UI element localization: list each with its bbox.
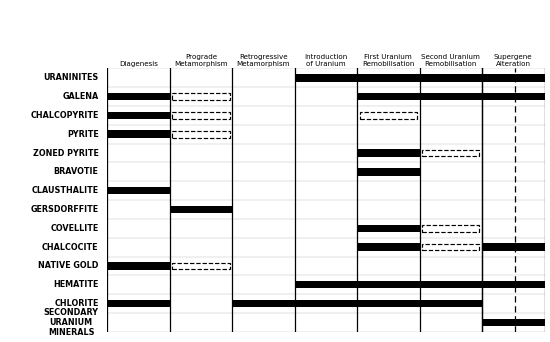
- Bar: [357, 243, 420, 251]
- Text: HEMATITE: HEMATITE: [53, 280, 98, 289]
- Text: First Uranium
Remobilisation: First Uranium Remobilisation: [362, 54, 415, 67]
- Bar: [172, 131, 229, 137]
- Bar: [422, 225, 480, 232]
- Text: URANINITES: URANINITES: [43, 73, 98, 82]
- Bar: [107, 130, 170, 138]
- Text: CHALCOPYRITE: CHALCOPYRITE: [30, 111, 98, 120]
- Bar: [482, 243, 544, 251]
- Bar: [107, 300, 170, 307]
- Bar: [107, 93, 170, 101]
- Text: NATIVE GOLD: NATIVE GOLD: [38, 261, 98, 271]
- Text: PYRITE: PYRITE: [67, 130, 98, 139]
- Bar: [360, 112, 417, 119]
- Bar: [295, 74, 544, 81]
- Bar: [172, 112, 229, 119]
- Bar: [107, 187, 170, 194]
- Bar: [357, 93, 544, 101]
- Bar: [172, 263, 229, 269]
- Text: Retrogressive
Metamorphism: Retrogressive Metamorphism: [236, 54, 290, 67]
- Text: COVELLITE: COVELLITE: [50, 224, 98, 233]
- Text: CHLORITE: CHLORITE: [54, 299, 98, 308]
- Bar: [357, 149, 420, 157]
- Text: GERSDORFFITE: GERSDORFFITE: [30, 205, 98, 214]
- Text: Second Uranium
Remobilisation: Second Uranium Remobilisation: [421, 54, 480, 67]
- Text: SECONDARY
URANIUM
MINERALS: SECONDARY URANIUM MINERALS: [43, 308, 98, 337]
- Bar: [357, 168, 420, 176]
- Bar: [422, 150, 480, 156]
- Bar: [232, 300, 482, 307]
- Text: CHALCOCITE: CHALCOCITE: [42, 242, 98, 252]
- Text: Prograde
Metamorphism: Prograde Metamorphism: [174, 54, 228, 67]
- Bar: [482, 319, 544, 326]
- Text: Introduction
of Uranium: Introduction of Uranium: [304, 54, 348, 67]
- Bar: [107, 111, 170, 119]
- Text: ZONED PYRITE: ZONED PYRITE: [32, 148, 98, 158]
- Text: Supergene
Alteration: Supergene Alteration: [494, 54, 532, 67]
- Text: GALENA: GALENA: [62, 92, 98, 101]
- Text: CLAUSTHALITE: CLAUSTHALITE: [31, 186, 98, 195]
- Text: Diagenesis: Diagenesis: [119, 61, 158, 67]
- Text: BRAVOTIE: BRAVOTIE: [54, 167, 98, 176]
- Bar: [107, 262, 170, 269]
- Bar: [357, 224, 420, 232]
- Bar: [422, 244, 480, 250]
- Bar: [295, 281, 544, 289]
- Bar: [170, 206, 232, 213]
- Bar: [172, 93, 229, 100]
